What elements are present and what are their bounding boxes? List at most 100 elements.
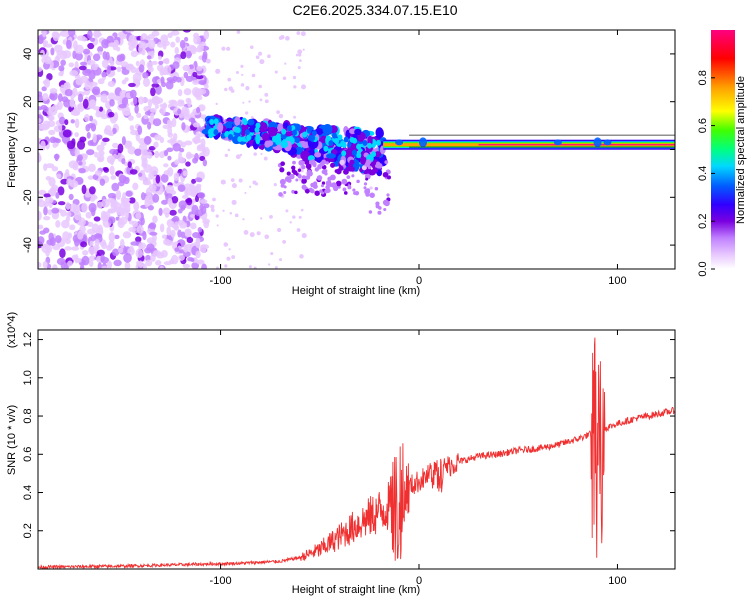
noise-blob <box>138 260 143 268</box>
noise-blob <box>186 153 195 158</box>
noise-speckle <box>284 62 287 65</box>
band-hotspot <box>213 129 219 136</box>
band-blob <box>261 132 270 141</box>
tone-bump <box>593 137 602 148</box>
spectrogram-ytick-label: -20 <box>22 189 34 205</box>
noise-blob <box>101 59 109 68</box>
noise-blob <box>181 194 189 199</box>
band-streak <box>320 184 324 188</box>
noise-blob <box>82 98 89 109</box>
noise-blob <box>193 35 201 45</box>
noise-blob <box>43 193 52 198</box>
spectrogram-xtick-label: 0 <box>416 275 422 287</box>
noise-blob <box>107 80 116 88</box>
noise-blob <box>176 100 185 107</box>
noise-speckle <box>267 263 271 266</box>
noise-blob <box>54 153 59 162</box>
band-streak <box>295 178 299 182</box>
noise-blob <box>117 152 123 162</box>
noise-blob <box>185 75 194 82</box>
snr-xtick-label: -100 <box>210 575 232 587</box>
noise-speckle <box>297 66 301 70</box>
band-hotspot <box>281 128 287 135</box>
noise-blob <box>195 239 201 248</box>
noise-blob <box>163 238 171 246</box>
noise-blob <box>201 53 208 63</box>
noise-blob <box>182 64 191 72</box>
colorbar-tick-label: 0.8 <box>697 70 709 85</box>
noise-blob <box>163 261 173 266</box>
noise-blob <box>101 71 107 78</box>
noise-blob <box>42 40 49 45</box>
noise-blob <box>140 149 148 156</box>
noise-blob <box>159 106 166 116</box>
noise-blob <box>100 256 110 264</box>
noise-blob <box>186 237 194 244</box>
snr-xtick-label: 0 <box>416 575 422 587</box>
noise-blob <box>94 238 100 247</box>
noise-blob <box>70 109 80 116</box>
noise-blob <box>110 175 117 180</box>
noise-blob <box>177 156 186 164</box>
noise-speckle <box>280 35 285 40</box>
snr-marks <box>38 337 675 569</box>
noise-blob <box>112 248 120 257</box>
noise-blob <box>53 32 61 38</box>
band-hotspot <box>209 118 215 125</box>
noise-blob <box>43 78 51 88</box>
noise-blob <box>91 223 100 233</box>
noise-speckle <box>235 154 241 160</box>
noise-blob <box>78 65 87 71</box>
band-hotspot <box>254 126 260 133</box>
noise-blob <box>43 201 50 208</box>
noise-blob <box>55 192 60 199</box>
noise-blob <box>38 236 45 245</box>
noise-blob <box>62 231 70 241</box>
band-streak <box>386 175 391 180</box>
noise-blob <box>144 198 150 208</box>
noise-speckle <box>240 64 244 68</box>
noise-blob <box>127 115 134 121</box>
noise-blob <box>163 66 168 76</box>
noise-blob <box>155 174 161 184</box>
noise-blob <box>108 239 115 250</box>
noise-speckle <box>300 31 306 37</box>
noise-blob <box>148 222 157 230</box>
noise-speckle <box>256 231 261 236</box>
noise-blob <box>89 37 96 42</box>
noise-blob <box>197 44 204 52</box>
noise-blob <box>92 133 97 143</box>
band-streak <box>298 160 305 166</box>
noise-blob <box>152 118 162 127</box>
noise-blob <box>88 260 94 268</box>
noise-blob <box>173 172 180 181</box>
colorbar-tick-label: 0.0 <box>697 261 709 276</box>
noise-speckle <box>224 153 229 158</box>
band-streak <box>361 165 367 171</box>
noise-speckle <box>205 58 211 64</box>
noise-blob <box>86 149 95 156</box>
band-hotspot <box>281 139 287 146</box>
colorbar-tick-label: 0.4 <box>697 166 709 181</box>
noise-blob <box>90 196 96 202</box>
noise-blob <box>128 44 134 51</box>
noise-blob <box>67 260 73 267</box>
noise-blob <box>77 154 83 162</box>
noise-blob <box>78 168 86 174</box>
noise-speckle <box>292 215 296 219</box>
band-blob <box>354 128 362 136</box>
noise-blob <box>97 46 104 53</box>
noise-blob <box>177 184 186 192</box>
band-hotspot <box>242 119 248 126</box>
spectrogram-ytick-label: 0 <box>22 146 34 152</box>
noise-blob <box>75 77 84 86</box>
noise-blob <box>51 166 59 172</box>
band-streak <box>339 159 345 166</box>
band-streak <box>341 178 348 185</box>
noise-blob <box>149 231 158 236</box>
noise-speckle <box>282 76 287 80</box>
band-blob <box>247 118 255 126</box>
region-steady-tone <box>383 134 675 150</box>
noise-speckle <box>277 227 282 233</box>
tone-bump <box>603 139 612 146</box>
